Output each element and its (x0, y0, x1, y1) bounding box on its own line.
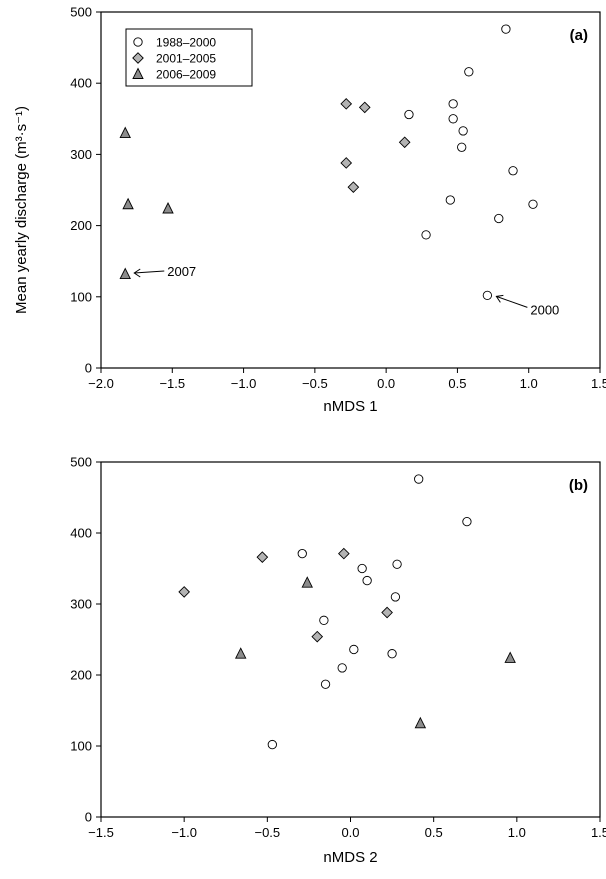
y-tick-label: 400 (70, 76, 92, 91)
data-point-diamond (381, 606, 393, 619)
legend-marker-triangle (132, 67, 144, 79)
y-tick-label: 100 (70, 289, 92, 304)
annotation-arrow (496, 295, 528, 308)
y-tick-label: 200 (70, 668, 92, 683)
data-point-triangle (122, 197, 134, 210)
data-point-triangle (119, 126, 131, 138)
x-tick-label: −1.5 (159, 376, 185, 391)
data-point-circle (392, 559, 402, 569)
y-tick-label: 100 (70, 739, 92, 754)
data-point-circle (445, 195, 455, 205)
x-tick-label: −0.5 (254, 825, 280, 840)
y-tick-label: 400 (70, 526, 92, 541)
plot-frame (100, 11, 601, 369)
data-point-diamond (358, 101, 371, 114)
data-point-diamond (398, 136, 411, 149)
x-axis-label: nMDS 2 (323, 849, 377, 866)
data-point-circle (404, 109, 414, 120)
data-point-diamond (256, 551, 269, 563)
data-point-circle (349, 644, 359, 655)
y-tick-label: 300 (70, 147, 92, 162)
x-tick-label: 1.0 (520, 376, 538, 391)
annotation-arrowhead (133, 268, 141, 278)
data-point-circle (414, 474, 424, 484)
data-point-diamond (340, 157, 353, 169)
data-point-circle (457, 142, 467, 152)
data-point-circle (448, 114, 458, 124)
data-point-circle (390, 592, 401, 602)
panel-label: (b) (569, 477, 588, 494)
y-tick-label: 500 (70, 5, 92, 20)
data-point-circle (387, 649, 397, 659)
x-tick-label: −1.0 (171, 825, 197, 840)
data-point-circle (464, 67, 474, 77)
y-tick-label: 0 (85, 810, 92, 825)
x-tick-label: 0.5 (425, 825, 443, 840)
x-tick-label: −0.5 (302, 376, 328, 391)
panel-label: (a) (570, 27, 588, 44)
annotation-label: 2007 (167, 264, 196, 279)
y-axis-label: Mean yearly discharge (m³·s⁻¹) (13, 106, 30, 314)
data-point-circle (458, 126, 468, 136)
data-point-circle (362, 575, 372, 586)
annotation-arrowhead (495, 294, 504, 303)
data-point-diamond (338, 547, 350, 560)
x-tick-label: 0.0 (377, 376, 395, 391)
data-point-circle (528, 199, 538, 209)
data-point-diamond (178, 586, 191, 598)
panel-b: −1.5 −1.0 −0.5 0.0 0.5 1.0 1.5 0 100 200 300 400 500… (70, 455, 606, 867)
data-point-circle (267, 739, 277, 750)
data-point-circle (501, 24, 511, 34)
legend-box (125, 28, 253, 87)
data-point-circle (319, 615, 329, 625)
data-point-triangle (504, 651, 516, 663)
annotation-label: 2000 (530, 302, 559, 317)
data-point-circle (448, 99, 458, 109)
y-tick-label: 200 (70, 218, 92, 233)
legend-label: 2001–2005 (156, 52, 216, 66)
data-point-circle (482, 290, 493, 301)
data-point-triangle (301, 576, 313, 588)
x-tick-label: 1.5 (591, 376, 606, 391)
x-tick-label: 1.0 (508, 825, 526, 840)
data-point-triangle (414, 716, 427, 729)
legend-marker-circle (133, 37, 143, 47)
y-tick-label: 0 (85, 361, 92, 376)
data-point-circle (337, 663, 347, 673)
panel-a: −2.0 −1.5 −1.0 −0.5 0.0 0.5 1.0 1.5 0 100 200 300 40… (13, 5, 606, 416)
data-point-diamond (311, 630, 324, 643)
data-point-circle (357, 563, 367, 574)
legend-label: 2006–2009 (156, 68, 216, 82)
x-tick-label: −1.0 (231, 376, 257, 391)
x-tick-label: 1.5 (591, 825, 606, 840)
plot-frame (100, 461, 601, 818)
data-point-circle (297, 548, 307, 559)
y-tick-label: 500 (70, 455, 92, 470)
data-point-circle (320, 679, 331, 689)
data-point-diamond (340, 98, 353, 110)
x-tick-label: −1.5 (88, 825, 114, 840)
x-tick-label: −2.0 (88, 376, 114, 391)
x-tick-label: 0.0 (341, 825, 359, 840)
data-point-circle (494, 213, 504, 224)
annotation-arrow (134, 270, 165, 274)
data-point-triangle (162, 202, 174, 214)
data-point-circle (462, 516, 472, 527)
legend-label: 1988–2000 (156, 36, 216, 50)
y-tick-label: 300 (70, 597, 92, 612)
data-point-triangle (119, 267, 131, 279)
data-point-triangle (234, 647, 247, 659)
legend-marker-diamond (132, 52, 144, 64)
data-point-circle (421, 230, 431, 240)
x-tick-label: 0.5 (448, 376, 466, 391)
x-axis-label: nMDS 1 (323, 398, 377, 415)
data-point-circle (508, 166, 518, 176)
data-point-diamond (347, 181, 360, 193)
